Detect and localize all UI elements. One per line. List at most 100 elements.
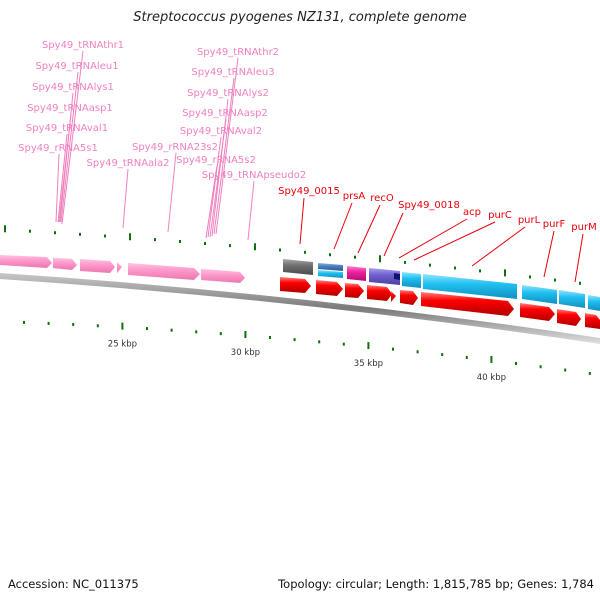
minor-tick [588, 371, 591, 375]
cds-feature[interactable] [280, 277, 311, 293]
gene-purC[interactable] [423, 274, 517, 299]
rna-label[interactable]: Spy49_rRNA5s2 [176, 155, 256, 166]
rna-label[interactable]: Spy49_rRNA23s2 [132, 142, 218, 153]
rna-label-connector [213, 77, 235, 235]
minor-tick [454, 266, 456, 270]
rna-feature-cluster[interactable] [200, 268, 246, 284]
major-tick [504, 269, 506, 277]
rna-label-connector [58, 113, 72, 223]
gene-small-navy[interactable] [394, 273, 400, 280]
gene-label[interactable]: acp [463, 207, 481, 218]
minor-tick [229, 244, 231, 248]
minor-tick [429, 263, 431, 267]
genome-summary-text: Topology: circular; Length: 1,815,785 bp… [278, 577, 594, 591]
rna-label[interactable]: Spy49_tRNAala2 [87, 158, 170, 169]
rna-label-connector [247, 180, 255, 241]
accession-text: Accession: NC_011375 [8, 577, 139, 591]
gene-label[interactable]: purM [571, 222, 596, 233]
gene-spy49-0015[interactable] [283, 259, 313, 275]
cds-feature[interactable] [520, 303, 555, 321]
minor-tick [554, 278, 556, 282]
minor-tick [195, 330, 198, 334]
gene-label-connector [333, 202, 353, 250]
major-tick [254, 243, 256, 251]
minor-tick [342, 342, 345, 346]
rna-label[interactable]: Spy49_tRNAlys2 [187, 88, 269, 99]
cds-feature[interactable] [391, 291, 396, 302]
gene-label[interactable]: prsA [343, 191, 366, 202]
minor-tick [204, 242, 206, 246]
minor-tick [354, 255, 356, 259]
minor-tick [515, 362, 517, 366]
gene-acp[interactable] [402, 272, 421, 288]
minor-tick [539, 365, 542, 369]
minor-tick [441, 353, 444, 357]
rna-label-connector [57, 133, 68, 223]
minor-tick [479, 269, 481, 273]
cds-feature[interactable] [345, 283, 364, 298]
cds-feature[interactable] [367, 285, 392, 301]
rna-feature[interactable] [128, 263, 200, 280]
rna-label[interactable]: Spy49_tRNAasp2 [182, 108, 268, 119]
rna-label-connector [209, 118, 227, 238]
rna-feature[interactable] [117, 262, 122, 273]
major-tick [129, 233, 131, 241]
cds-feature[interactable] [316, 280, 343, 296]
gene-prsA-bottom[interactable] [318, 270, 343, 278]
major-tick [367, 342, 370, 350]
rna-label[interactable]: Spy49_tRNAasp1 [27, 103, 113, 114]
major-tick [121, 322, 124, 330]
major-tick [4, 225, 6, 233]
gene-purF[interactable] [559, 290, 585, 308]
rna-label[interactable]: Spy49_tRNAthr1 [42, 40, 124, 51]
scale-labels: 25 kbp 30 kbp 35 kbp 40 kbp [108, 340, 506, 383]
rna-feature-track [0, 255, 246, 284]
gene-label-connector [471, 226, 526, 267]
gene-label[interactable]: purC [488, 210, 512, 221]
scale-tick-label: 25 kbp [108, 340, 137, 350]
minor-tick [304, 250, 306, 254]
tick-row-upper [4, 225, 581, 285]
major-tick [490, 355, 493, 363]
gene-recO[interactable] [347, 266, 366, 281]
gene-spy49-0018[interactable] [369, 268, 400, 285]
scale-tick-label: 35 kbp [354, 359, 383, 369]
feature-labels: Spy49_tRNAthr1 Spy49_tRNAleu1 Spy49_tRNAly… [18, 40, 597, 233]
gene-label[interactable]: Spy49_0018 [398, 200, 460, 211]
rna-feature-cluster[interactable] [52, 257, 78, 271]
minor-tick [23, 320, 25, 324]
minor-tick [329, 253, 331, 257]
rna-label[interactable]: Spy49_tRNAleu1 [35, 61, 118, 72]
map-title: Streptococcus pyogenes NZ131, complete g… [133, 10, 467, 25]
minor-tick [318, 340, 321, 344]
minor-tick [47, 321, 50, 325]
cds-feature[interactable] [585, 313, 600, 329]
gene-label[interactable]: purF [543, 219, 566, 230]
cds-feature[interactable] [421, 292, 514, 316]
minor-tick [293, 338, 296, 342]
gene-label[interactable]: purL [518, 215, 541, 226]
minor-tick [404, 260, 406, 264]
rna-label[interactable]: Spy49_tRNAleu3 [191, 67, 274, 78]
rna-label[interactable]: Spy49_tRNApseudo2 [202, 170, 306, 181]
minor-tick [96, 324, 99, 328]
gene-purM[interactable] [588, 295, 600, 311]
minor-tick [465, 355, 468, 359]
gene-label[interactable]: Spy49_0015 [278, 186, 340, 197]
rna-label[interactable]: Spy49_tRNAval1 [26, 123, 108, 134]
rna-label[interactable]: Spy49_tRNAval2 [180, 126, 262, 137]
rna-feature[interactable] [0, 255, 52, 268]
minor-tick [154, 238, 156, 242]
minor-tick [564, 368, 567, 372]
rna-label[interactable]: Spy49_rRNA5s1 [18, 143, 98, 154]
rna-label[interactable]: Spy49_tRNAlys1 [32, 82, 114, 93]
gene-purL[interactable] [522, 285, 557, 304]
gene-prsA-top[interactable] [318, 263, 343, 271]
gene-label[interactable]: recO [370, 193, 394, 204]
rna-label-connector [55, 153, 60, 223]
cds-feature[interactable] [557, 309, 581, 326]
rna-feature[interactable] [80, 259, 115, 273]
cds-feature[interactable] [400, 290, 418, 305]
rna-label[interactable]: Spy49_tRNAthr2 [197, 47, 279, 58]
